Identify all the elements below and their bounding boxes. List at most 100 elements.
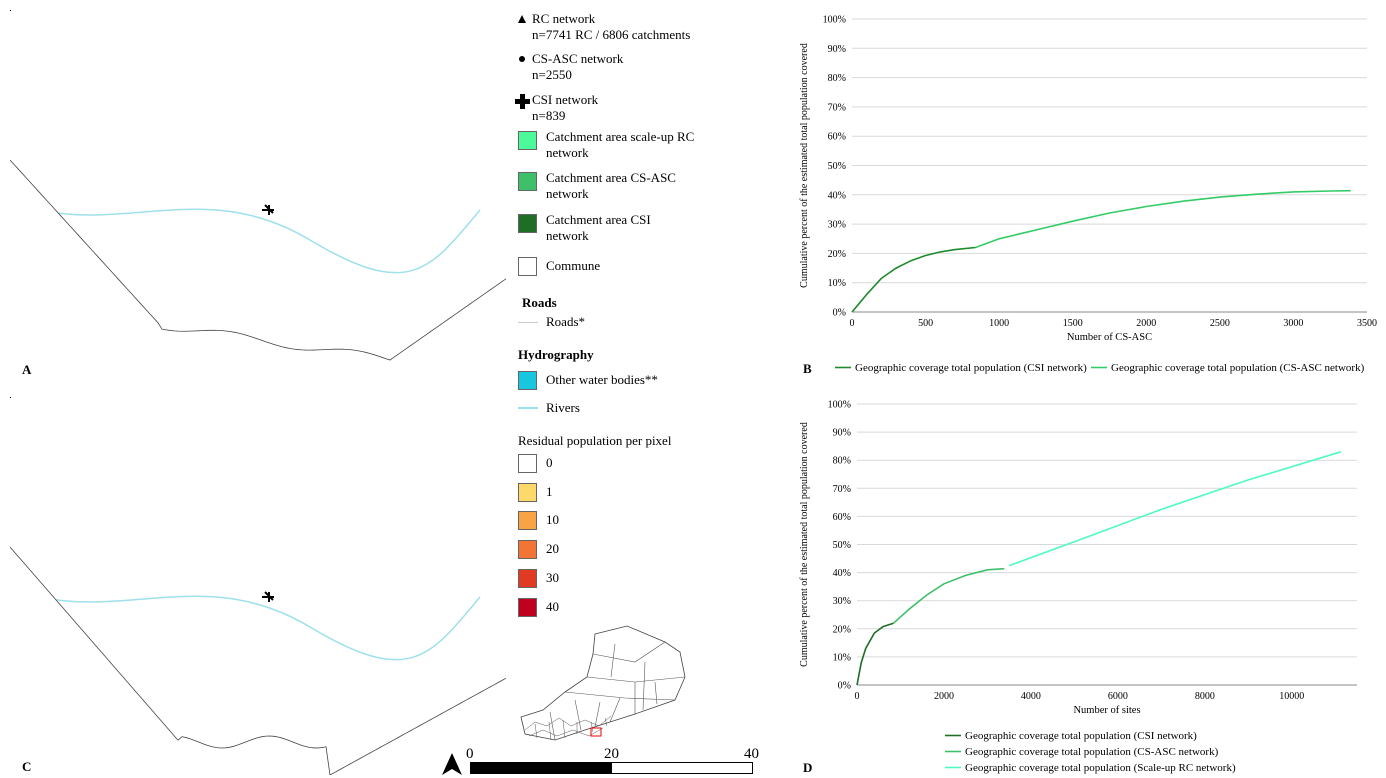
map-c-canvas: [10, 397, 507, 775]
y-tick-label: 40%: [828, 190, 846, 201]
y-tick-label: 60%: [828, 132, 846, 143]
swatch-residual-10: [518, 511, 537, 531]
legend-residual-30: 30: [546, 569, 559, 585]
legend-residual-1: 1: [546, 483, 553, 499]
legend-residual-10: 10: [546, 512, 559, 528]
swatch-residual-40: [518, 597, 537, 617]
y-tick-label: 50%: [833, 540, 851, 551]
legend-hydro-heading: Hydrography: [518, 347, 594, 362]
series-line-1: [892, 567, 1005, 624]
legend-catchment-cs-asc: Catchment area CS-ASC network: [546, 170, 676, 201]
chart-d-svg: 0% 10% 20% 30% 40% 50% 60% 70% 80% 90% 100% 0 2000 40…: [799, 400, 1357, 774]
y-tick-label: 50%: [828, 161, 846, 172]
legend-residual-0: 0: [546, 455, 553, 470]
cross-icon: [515, 94, 530, 109]
x-tick-label: 1500: [1063, 318, 1083, 329]
y-axis-label: Cumulative percent of the estimated tota…: [799, 43, 810, 288]
y-tick-label: 100%: [823, 15, 846, 26]
swatch-water: [518, 371, 537, 390]
x-tick-label: 6000: [1108, 691, 1128, 702]
dot-icon: [519, 56, 525, 62]
y-tick-label: 20%: [828, 249, 846, 260]
y-tick-label: 80%: [833, 456, 851, 467]
y-tick-label: 60%: [833, 512, 851, 523]
x-tick-label: 2000: [934, 691, 954, 702]
swatch-commune: [518, 257, 537, 276]
swatch-scale-up-rc: [518, 131, 537, 150]
legend-entry-1: Geographic coverage total population (CS…: [1111, 362, 1365, 374]
x-tick-label: 10000: [1279, 691, 1304, 702]
x-tick-label: 2000: [1136, 318, 1156, 329]
series-line-0: [856, 622, 894, 686]
legend-entry-0: Geographic coverage total population (CS…: [965, 730, 1197, 742]
map-a-canvas: [10, 10, 507, 380]
y-tick-label: 10%: [833, 652, 851, 663]
legend-entry-0: Geographic coverage total population (CS…: [855, 362, 1087, 374]
swatch-cs-asc: [518, 172, 537, 191]
legend-rivers: Rivers: [546, 400, 580, 415]
legend-rc-network: RC network n=7741 RC / 6806 catchments: [532, 11, 691, 42]
legend-entry-1: Geographic coverage total population (CS…: [965, 746, 1219, 758]
y-tick-label: 70%: [828, 102, 846, 113]
chart-b-svg: 0% 10% 20% 30% 40% 50% 60% 70% 80% 90% 100% 0 500 100…: [799, 15, 1377, 375]
legend-commune: Commune: [546, 258, 601, 273]
triangle-icon: [518, 15, 526, 23]
legend-residual-heading: Residual population per pixel: [518, 433, 672, 448]
legend-residual-40: 40: [546, 598, 559, 614]
legend-cs-asc-network: CS-ASC network n=2550: [532, 51, 624, 82]
legend-residual-20: 20: [546, 541, 559, 557]
y-tick-label: 80%: [828, 73, 846, 84]
x-tick-label: 1000: [989, 318, 1009, 329]
y-tick-label: 90%: [833, 428, 851, 439]
series-line-0: [851, 246, 976, 313]
swatch-residual-1: [518, 482, 537, 502]
legend-csi-network: CSI network n=839: [532, 92, 599, 123]
x-tick-label: 500: [918, 318, 933, 329]
x-tick-label: 4000: [1021, 691, 1041, 702]
y-tick-label: 0%: [833, 308, 846, 319]
panel-label-b: B: [803, 361, 812, 376]
niger-inset-map: [520, 625, 686, 741]
panel-label-d: D: [803, 760, 813, 775]
map-c: [10, 397, 507, 775]
y-tick-label: 90%: [828, 44, 846, 55]
x-tick-label: 8000: [1195, 691, 1215, 702]
chart-d: 0% 10% 20% 30% 40% 50% 60% 70% 80% 90% 100% 0 2000 40…: [795, 393, 1386, 778]
x-tick-label: 0: [855, 691, 860, 702]
legend-roads-heading: Roads: [522, 295, 557, 310]
scale-tick-20: 20: [604, 746, 619, 762]
legend-roads: Roads*: [546, 314, 585, 329]
road-line-icon: [518, 322, 538, 323]
legend-water: Other water bodies**: [546, 372, 658, 387]
x-tick-label: 2500: [1210, 318, 1230, 329]
y-tick-label: 10%: [828, 278, 846, 289]
y-tick-label: 20%: [833, 624, 851, 635]
panel-label-c: C: [22, 759, 32, 774]
swatch-residual-30: [518, 568, 537, 588]
swatch-residual-0: [518, 454, 537, 473]
y-axis-label: Cumulative percent of the estimated tota…: [799, 422, 810, 667]
x-axis-label: Number of CS-ASC: [1067, 332, 1152, 343]
x-tick-label: 3500: [1357, 318, 1377, 329]
y-tick-label: 0%: [838, 681, 851, 692]
chart-b: 0% 10% 20% 30% 40% 50% 60% 70% 80% 90% 100% 0 500 100…: [795, 5, 1386, 375]
x-tick-label: 0: [850, 318, 855, 329]
y-tick-label: 100%: [828, 400, 851, 411]
y-tick-label: 70%: [833, 484, 851, 495]
panel-label-a: A: [22, 362, 32, 377]
y-tick-label: 30%: [833, 596, 851, 607]
scale-tick-40: 40: [744, 746, 759, 762]
legend-catchment-scale-up: Catchment area scale-up RC network: [546, 129, 695, 160]
swatch-csi: [518, 214, 537, 233]
y-tick-label: 40%: [833, 568, 851, 579]
legend-entry-2: Geographic coverage total population (Sc…: [965, 762, 1236, 774]
y-tick-label: 30%: [828, 220, 846, 231]
map-a: [10, 10, 507, 380]
series-line-1: [975, 189, 1351, 249]
series-line-2: [1008, 451, 1342, 567]
swatch-residual-20: [518, 540, 537, 560]
river-line-icon: [518, 407, 538, 409]
scale-tick-0: 0: [466, 746, 474, 762]
legend-catchment-csi: Catchment area CSI network: [546, 212, 651, 243]
north-arrow-icon: [442, 753, 462, 775]
